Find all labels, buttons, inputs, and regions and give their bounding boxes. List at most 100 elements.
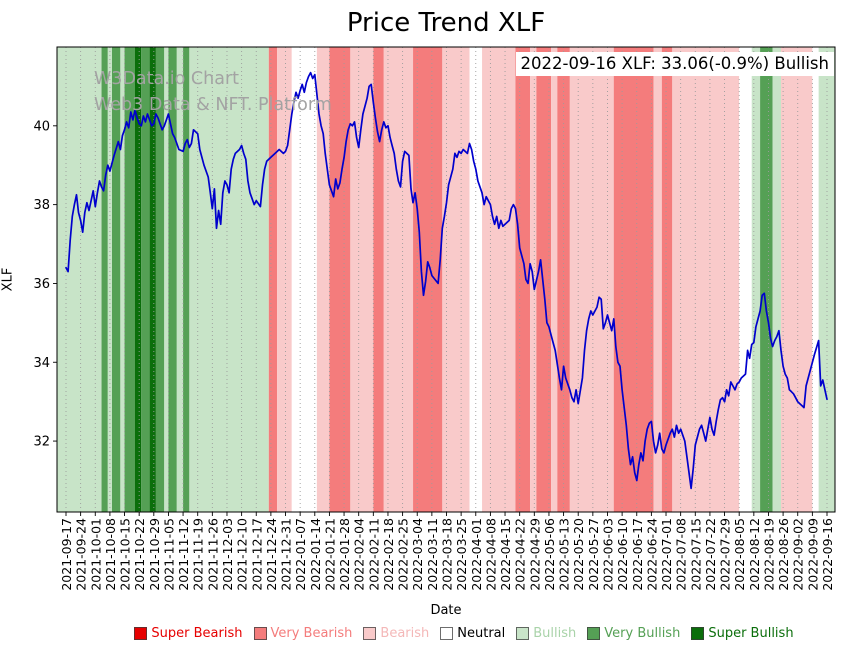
x-tick-label: 2022-01-07 — [293, 518, 308, 591]
legend-item-very-bullish: Very Bullish — [587, 626, 680, 641]
watermark-line-2: Web3 Data & NFT. Platform — [94, 95, 332, 115]
x-tick-label: 2022-07-08 — [674, 518, 689, 591]
legend-label: Bearish — [380, 626, 430, 641]
x-tick-label: 2022-01-28 — [337, 518, 352, 591]
sentiment-band-very_bullish — [124, 47, 135, 512]
x-tick-label: 2022-03-25 — [454, 518, 469, 591]
x-tick-label: 2021-10-08 — [103, 518, 118, 591]
y-tick-label: 36 — [33, 277, 50, 292]
legend-label: Super Bullish — [708, 626, 794, 641]
sentiment-bands — [57, 47, 835, 512]
x-tick-label: 2021-12-24 — [264, 518, 279, 591]
x-tick-label: 2021-09-24 — [74, 518, 89, 591]
x-tick-label: 2022-07-29 — [718, 518, 733, 591]
sentiment-band-very_bearish — [413, 47, 443, 512]
x-tick-label: 2022-03-11 — [425, 518, 440, 591]
x-tick-label: 2021-11-12 — [176, 518, 191, 591]
x-tick-label: 2022-05-20 — [571, 518, 586, 591]
sentiment-band-very_bullish — [183, 47, 190, 512]
sentiment-band-bullish — [751, 47, 761, 512]
sentiment-band-super_bullish — [134, 47, 142, 512]
x-tick-label: 2021-12-31 — [279, 518, 294, 591]
sentiment-band-very_bearish — [661, 47, 673, 512]
sentiment-band-neutral — [812, 47, 819, 512]
x-tick-label: 2022-04-29 — [527, 518, 542, 591]
x-tick-label: 2021-10-15 — [118, 518, 133, 591]
x-tick-label: 2021-11-05 — [161, 518, 176, 591]
x-tick-label: 2022-02-04 — [352, 518, 367, 591]
sentiment-band-bullish — [772, 47, 782, 512]
sentiment-band-bearish — [383, 47, 414, 512]
x-tick-label: 2022-06-10 — [615, 518, 630, 591]
x-tick-label: 2022-04-08 — [483, 518, 498, 591]
watermark-line-1: W3Data.io Chart — [94, 69, 240, 89]
x-tick-label: 2022-08-26 — [776, 518, 791, 591]
y-tick-label: 32 — [33, 435, 50, 450]
sentiment-band-neutral — [291, 47, 317, 512]
x-tick-label: 2022-09-16 — [820, 518, 835, 591]
x-tick-label: 2021-10-22 — [132, 518, 147, 591]
legend-label: Bullish — [533, 626, 577, 641]
x-tick-label: 2022-05-06 — [542, 518, 557, 591]
sentiment-band-bearish — [653, 47, 662, 512]
x-tick-label: 2021-10-01 — [88, 518, 103, 591]
y-tick-labels: 32 34 36 38 40 — [33, 119, 50, 449]
legend-item-very-bearish: Very Bearish — [253, 626, 353, 641]
sentiment-band-very_bullish — [168, 47, 177, 512]
sentiment-band-very_bearish — [329, 47, 351, 512]
price-line-xlf — [65, 71, 828, 490]
axis-ticks — [53, 125, 828, 516]
legend-swatch — [363, 627, 377, 640]
watermark: W3Data.io Chart Web3 Data & NFT. Platfor… — [94, 66, 332, 118]
sentiment-band-very_bullish — [101, 47, 108, 512]
x-tick-label: 2021-12-03 — [220, 518, 235, 591]
sentiment-band-bullish — [164, 47, 169, 512]
x-tick-label: 2022-09-02 — [791, 518, 806, 591]
sentiment-band-bearish — [551, 47, 558, 512]
x-tick-label: 2022-04-22 — [513, 518, 528, 591]
legend-swatch — [134, 627, 148, 640]
sentiment-band-bearish — [350, 47, 374, 512]
sentiment-band-very_bullish — [760, 47, 773, 512]
x-tick-label: 2022-08-05 — [732, 518, 747, 591]
x-tick-label: 2022-07-01 — [659, 518, 674, 591]
x-tick-label: 2022-05-13 — [557, 518, 572, 591]
sentiment-band-bearish — [781, 47, 813, 512]
sentiment-band-very_bearish — [373, 47, 384, 512]
legend-item-bullish: Bullish — [516, 626, 576, 641]
x-tick-label: 2022-02-18 — [381, 518, 396, 591]
x-tick-label: 2022-01-14 — [308, 518, 323, 591]
sentiment-legend: Super Bearish Very Bearish Bearish Neutral B… — [40, 626, 848, 641]
x-tick-label: 2022-02-25 — [396, 518, 411, 591]
sentiment-band-very_bearish — [613, 47, 654, 512]
legend-label: Very Bullish — [604, 626, 681, 641]
sentiment-band-very_bearish — [536, 47, 552, 512]
x-tick-label: 2022-05-27 — [586, 518, 601, 591]
legend-label: Super Bearish — [151, 626, 243, 641]
x-axis-title: Date — [430, 603, 462, 618]
x-tick-label: 2022-06-17 — [630, 518, 645, 591]
x-tick-label: 2021-11-26 — [205, 518, 220, 591]
legend-swatch — [691, 627, 705, 640]
x-tick-label: 2021-11-19 — [191, 518, 206, 591]
y-tick-label: 34 — [33, 356, 50, 371]
y-axis-title: XLF — [0, 267, 16, 292]
legend-item-bearish: Bearish — [363, 626, 429, 641]
legend-item-super-bullish: Super Bullish — [691, 626, 794, 641]
x-tick-label: 2022-08-12 — [747, 518, 762, 591]
x-tick-label: 2021-12-10 — [235, 518, 250, 591]
sentiment-band-bearish — [277, 47, 292, 512]
x-tick-label: 2022-04-15 — [498, 518, 513, 591]
legend-swatch — [253, 627, 267, 640]
sentiment-band-very_bearish — [268, 47, 278, 512]
legend-label: Very Bearish — [270, 626, 353, 641]
x-tick-label: 2021-12-17 — [249, 518, 264, 591]
legend-swatch — [587, 627, 601, 640]
chart-title: Price Trend XLF — [346, 8, 546, 38]
x-tick-label: 2022-02-11 — [366, 518, 381, 591]
sentiment-band-bearish — [482, 47, 516, 512]
current-value-annotation: 2022-09-16 XLF: 33.06(-0.9%) Bullish — [515, 52, 834, 76]
x-tick-label: 2022-07-22 — [703, 518, 718, 591]
